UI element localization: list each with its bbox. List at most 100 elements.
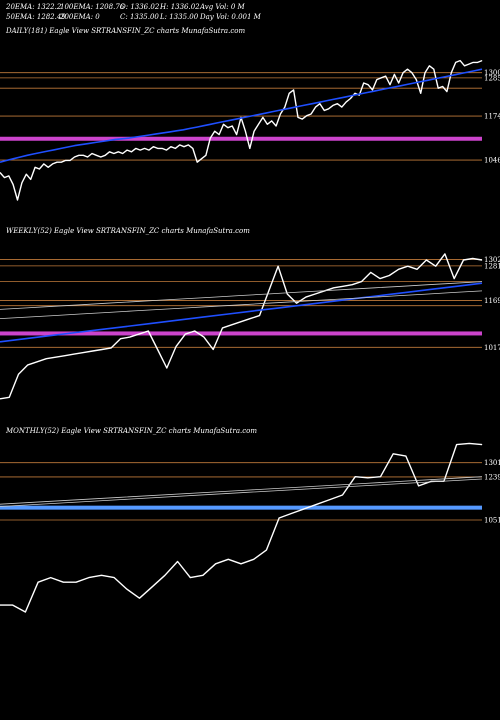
weekly-price-point (379, 278, 381, 279)
monthly-price-point (266, 549, 267, 551)
daily-price-point (188, 144, 189, 146)
monthly-price-point (367, 477, 369, 479)
weekly-level-label-2: 1169 (484, 297, 500, 305)
daily-price-point (411, 72, 413, 73)
ema50-value: 50EMA: 1282.49 (6, 13, 66, 21)
weekly-price-point (426, 259, 427, 261)
low-value: L: 1335.00 (160, 13, 199, 21)
weekly-price-point (333, 287, 335, 289)
daily-price-point (354, 93, 356, 94)
daily-price-point (34, 167, 36, 168)
weekly-price-series-0 (0, 253, 483, 400)
monthly-price-point (215, 563, 216, 565)
daily-price-point (223, 124, 224, 125)
weekly-price-point (46, 358, 47, 360)
daily-price-point (297, 117, 299, 118)
daily-price-series-0 (0, 59, 483, 201)
monthly-price-point (431, 481, 432, 482)
weekly-price-point (268, 290, 270, 292)
weekly-price-point (416, 269, 418, 270)
weekly-price-point (194, 330, 195, 332)
daily-price-point (52, 163, 53, 165)
daily-price-point (262, 117, 264, 118)
weekly-price-point (212, 349, 214, 350)
monthly-price-point (12, 604, 13, 606)
daily-price-point (372, 89, 373, 91)
monthly-price-point (304, 508, 305, 510)
daily-price-point (468, 63, 470, 65)
daily-ema-series-1 (0, 68, 483, 163)
daily-price-point (245, 130, 246, 132)
daily-level-label-1: 1285 (484, 74, 500, 82)
daily-price-point (459, 60, 461, 61)
daily-price-point (350, 98, 351, 99)
daily-price-point (109, 151, 110, 153)
daily-price-point (91, 153, 93, 154)
weekly-price-point (351, 284, 353, 286)
daily-price-point (65, 160, 66, 161)
daily-price-point (17, 199, 18, 201)
daily-price-point (275, 125, 277, 127)
daily-price-point (157, 148, 158, 149)
weekly-price-point (73, 353, 75, 355)
monthly-price-point (240, 563, 242, 565)
daily-price-point (455, 62, 457, 63)
monthly-price-point (253, 559, 254, 560)
weekly-price-point (185, 333, 186, 335)
daily-price-point (26, 173, 27, 175)
daily-price-point (210, 137, 211, 139)
monthly-price-point (25, 611, 26, 613)
daily-level-label-0: 1300 (484, 69, 500, 77)
weekly-guide-series-2 (0, 281, 483, 310)
daily-price-point (218, 134, 220, 135)
daily-price-point (153, 146, 154, 147)
daily-price-point (236, 134, 237, 135)
daily-price-point (179, 144, 180, 146)
daily-price-point (201, 158, 202, 159)
weekly-price-point (110, 347, 112, 349)
weekly-price-point (36, 361, 38, 363)
weekly-price-point (92, 350, 93, 352)
daily-price-point (69, 160, 71, 161)
weekly-price-point (472, 258, 474, 259)
daily-price-point (161, 148, 163, 149)
high-value: H: 1336.02 (160, 3, 200, 11)
daily-price-point (175, 148, 176, 149)
daily-price-point (30, 179, 32, 180)
daily-price-point (144, 148, 145, 149)
monthly-price-point (278, 517, 280, 519)
daily-price-point (429, 65, 430, 67)
daily-price-point (267, 124, 268, 125)
weekly-price-point (231, 324, 232, 326)
daily-price-point (249, 148, 251, 149)
daily-price-point (135, 148, 137, 149)
daily-price-point (472, 62, 474, 63)
monthly-price-point (190, 577, 191, 578)
daily-price-point (398, 82, 400, 84)
weekly-price-point (148, 330, 149, 332)
daily-price-point (87, 156, 88, 158)
daily-price-point (416, 79, 417, 80)
weekly-price-point (342, 286, 344, 287)
daily-price-point (288, 93, 290, 94)
daily-price-point (433, 68, 435, 70)
weekly-price-point (138, 333, 140, 335)
weekly-price-point (240, 321, 242, 323)
daily-price-point (310, 113, 312, 115)
daily-price-point (4, 177, 5, 178)
weekly-price-point (398, 269, 399, 270)
monthly-level-label-2: 1051 (484, 517, 500, 525)
monthly-price-point (354, 476, 356, 478)
daily-price-point (376, 79, 378, 80)
weekly-price-point (389, 275, 390, 276)
daily-price-point (315, 106, 316, 108)
weekly-price-point (370, 272, 372, 273)
daily-price-point (96, 155, 97, 156)
monthly-guide-series-2 (0, 478, 483, 507)
avg-vol-value: Avg Vol: 0 M (200, 3, 245, 11)
daily-price-point (477, 62, 478, 63)
weekly-price-point (305, 296, 307, 298)
daily-price-point (389, 84, 391, 85)
daily-price-point (451, 72, 452, 73)
